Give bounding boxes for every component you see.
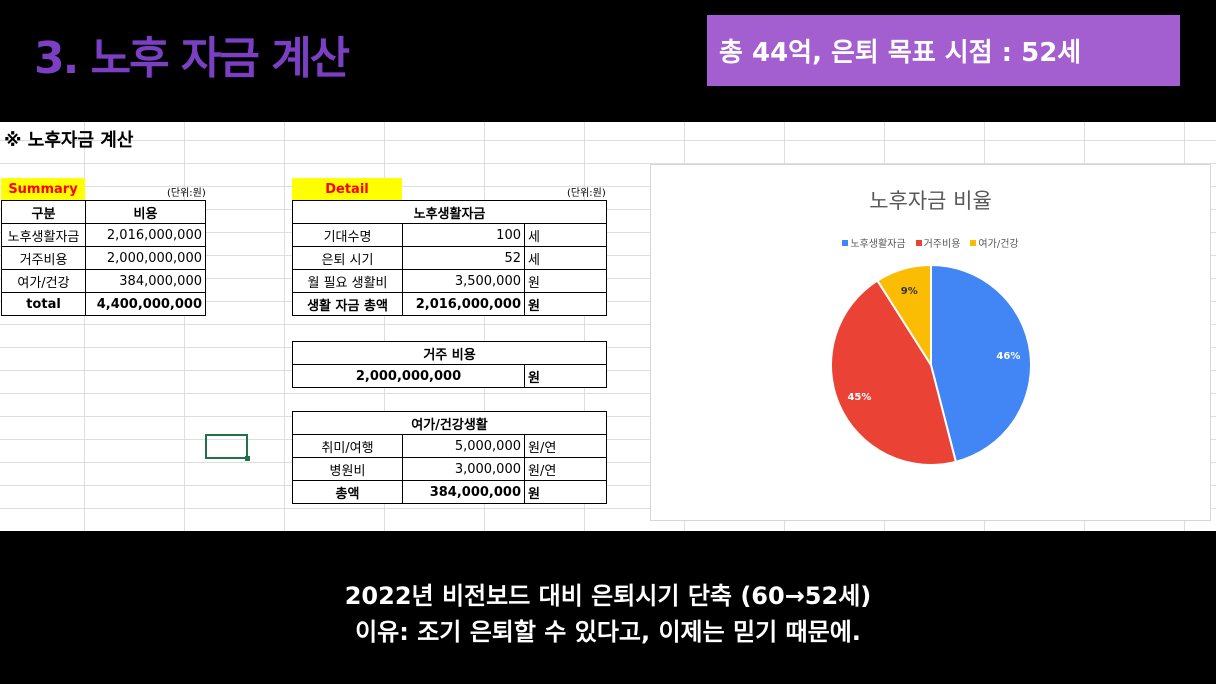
leisure-label: 병원비: [292, 457, 403, 481]
legend-swatch: [915, 239, 922, 246]
summary-total-value: 4,400,000,000: [85, 292, 206, 316]
detail-unit: (단위:원): [567, 188, 606, 199]
living-value: 100: [402, 223, 525, 247]
table-row: 월 필요 생활비 3,500,000 원: [292, 269, 607, 293]
summary-table: 구분 비용 노후생활자금 2,016,000,000 거주비용 2,000,00…: [1, 200, 206, 316]
chart-legend: 노후생활자금 거주비용 여가/건강: [651, 235, 1210, 250]
summary-total-label: total: [1, 292, 86, 316]
housing-value: 2,000,000,000: [292, 364, 525, 388]
table-row: 노후생활자금 2,016,000,000: [1, 223, 206, 247]
table-row: 여가/건강 384,000,000: [1, 269, 206, 293]
leisure-unit: 원/연: [524, 434, 607, 458]
legend-label: 거주비용: [923, 239, 961, 250]
living-total-value: 2,016,000,000: [402, 292, 525, 316]
living-unit: 세: [524, 223, 607, 247]
leisure-header: 여가/건강생활: [292, 411, 607, 435]
leisure-cost-table: 여가/건강생활 취미/여행 5,000,000 원/연 병원비 3,000,00…: [292, 411, 607, 504]
leisure-value: 3,000,000: [402, 457, 525, 481]
caption-line-1: 2022년 비전보드 대비 은퇴시기 단축 (60→52세): [344, 582, 872, 610]
leisure-total-label: 총액: [292, 480, 403, 504]
living-cost-table: 노후생활자금 기대수명 100 세 은퇴 시기 52 세 월 필요 생활비 3,…: [292, 200, 607, 316]
pie-chart[interactable]: 노후자금 비율 노후생활자금 거주비용 여가/건강 46% 45% 9%: [650, 164, 1211, 521]
pie-slice-leisure: [876, 263, 932, 369]
living-unit: 세: [524, 246, 607, 270]
summary-header-cost: 비용: [85, 200, 206, 224]
leisure-total-unit: 원: [524, 480, 607, 504]
table-row: 기대수명 100 세: [292, 223, 607, 247]
pie-label-housing: 45%: [847, 392, 871, 403]
legend-label: 여가/건강: [978, 239, 1019, 250]
summary-header-category: 구분: [1, 200, 86, 224]
selected-cell[interactable]: [205, 434, 250, 461]
detail-tag: Detail: [292, 178, 402, 200]
pie-label-living: 46%: [996, 351, 1020, 362]
legend-label: 노후생활자금: [850, 239, 906, 250]
housing-header: 거주 비용: [292, 341, 607, 365]
living-header: 노후생활자금: [292, 200, 607, 224]
slide-title: 3. 노후 자금 계산: [34, 33, 350, 84]
living-label: 은퇴 시기: [292, 246, 403, 270]
leisure-unit: 원/연: [524, 457, 607, 481]
table-row: total 4,400,000,000: [1, 292, 206, 316]
living-label: 월 필요 생활비: [292, 269, 403, 293]
sheet-title: ※ 노후자금 계산: [4, 130, 134, 151]
legend-item: 여가/건강: [970, 235, 1019, 250]
legend-swatch: [842, 239, 849, 246]
pie-plot: 46% 45% 9%: [830, 263, 1032, 466]
chart-title: 노후자금 비율: [869, 189, 992, 213]
spreadsheet: ※ 노후자금 계산 Summary (단위:원) 구분 비용 노후생활자금 2,…: [0, 122, 1216, 531]
housing-cost-table: 거주 비용 2,000,000,000 원: [292, 341, 607, 388]
living-value: 3,500,000: [402, 269, 525, 293]
pie-label-leisure: 9%: [901, 286, 918, 297]
summary-value: 2,016,000,000: [85, 223, 206, 247]
living-value: 52: [402, 246, 525, 270]
living-unit: 원: [524, 269, 607, 293]
pie-slice-living: [930, 263, 1032, 464]
living-total-unit: 원: [524, 292, 607, 316]
leisure-total-value: 384,000,000: [402, 480, 525, 504]
leisure-value: 5,000,000: [402, 434, 525, 458]
caption-line-2: 이유: 조기 은퇴할 수 있다고, 이제는 믿기 때문에.: [355, 618, 861, 646]
table-row: 총액 384,000,000 원: [292, 480, 607, 504]
summary-label: 거주비용: [1, 246, 86, 270]
legend-swatch: [970, 239, 977, 246]
goal-banner: 총 44억, 은퇴 목표 시점 : 52세: [707, 15, 1180, 86]
legend-item: 거주비용: [915, 235, 961, 250]
summary-value: 2,000,000,000: [85, 246, 206, 270]
table-row: 은퇴 시기 52 세: [292, 246, 607, 270]
legend-item: 노후생활자금: [842, 235, 906, 250]
summary-label: 여가/건강: [1, 269, 86, 293]
table-row: 거주비용 2,000,000,000: [1, 246, 206, 270]
table-row: 2,000,000,000 원: [292, 364, 607, 388]
housing-unit: 원: [524, 364, 607, 388]
table-row: 생활 자금 총액 2,016,000,000 원: [292, 292, 607, 316]
summary-label: 노후생활자금: [1, 223, 86, 247]
summary-unit: (단위:원): [167, 188, 206, 199]
summary-value: 384,000,000: [85, 269, 206, 293]
living-label: 기대수명: [292, 223, 403, 247]
table-row: 병원비 3,000,000 원/연: [292, 457, 607, 481]
pie-slice-housing: [830, 279, 958, 466]
living-total-label: 생활 자금 총액: [292, 292, 403, 316]
summary-tag: Summary: [1, 178, 85, 200]
leisure-label: 취미/여행: [292, 434, 403, 458]
table-row: 취미/여행 5,000,000 원/연: [292, 434, 607, 458]
